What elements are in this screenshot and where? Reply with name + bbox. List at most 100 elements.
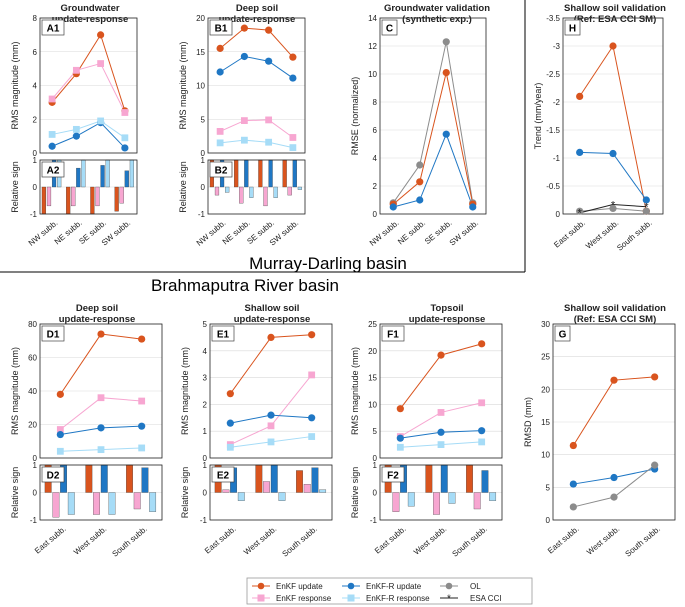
panel-f-sign-ytick-label: -1 [370,516,378,525]
panel-f-title-line: update-response [409,314,486,325]
panel-f-ytick-label: 15 [368,374,377,383]
panel-d-enkf_update-line [59,333,142,395]
panel-a-title-line: update-response [52,14,129,25]
panel-h-ytick-label: -0.5 [546,182,560,191]
panel-c-ytick-label: 6 [373,126,378,135]
panel-g-enkf_update-marker [651,373,659,381]
panel-d-sign-enkfr_response-bar [108,492,116,515]
panel-b-label-box [209,19,233,36]
panel-a-title-line: Groundwater [60,3,119,14]
panel-f-sign-enkf_response-bar [392,492,400,512]
panel-a-sign-enkf_response-bar [46,186,52,207]
panel-g-xtick-label: West subb. [585,524,621,557]
panel-h-ol-marker [642,207,650,215]
panel-f-enkfr_response-marker [478,438,486,446]
panel-e-sign-ylabel: Relative sign [180,467,190,519]
panel-b-sign-enkfr_response-bar [249,186,254,198]
panel-b-enkf_response-marker [240,117,248,124]
legend-item-esa-cci: * ESA CCI [440,594,502,605]
panel-c-enkfr_update-marker [469,203,477,211]
panel-a-enkfr_response-line [52,120,126,139]
panel-g-ytick-label: 20 [541,385,550,394]
panel-g-ytick-label: 10 [541,451,550,460]
panel-d-sign-label: D2 [47,471,60,482]
panel-e-xtick-label: East subb. [203,524,238,555]
panel-h-enkfr_update-marker [642,196,650,204]
panel-d-enkfr_response-marker [56,447,64,455]
panel-f-sign-enkfr_update-bar [481,470,489,493]
panel-d-label: D1 [47,330,60,341]
panel-b-ylabel: RMS magnitude (mm) [178,41,188,129]
basin-label-top: Murray-Darling basin [249,254,407,273]
panel-g-ytick-label: 0 [546,516,551,525]
panel-g-ytick-label: 30 [541,320,550,329]
panel-e-sign-enkf_response-bar [222,489,230,493]
panel-h-enkf_update-marker [609,42,617,50]
panel-a-enkf_response-line [51,62,126,113]
panel-d-enkfr_response-marker [97,446,105,454]
panel-b-xtick-label: NW subb. [195,218,228,247]
panel-d-xtick-label: West subb. [72,524,108,557]
panel-f-ytick-label: 25 [368,320,377,329]
panel-e-sign-panel: -1 0 1 Relative sign E2 [180,461,333,525]
panel-b-axes [207,17,306,154]
panel-f-sign-enkf_update-bar [425,464,433,493]
panel-g-enkf_update-line [572,376,655,446]
panel-c-label-box [381,19,398,36]
panel-a-ytick-label: 2 [33,115,38,124]
panel-f-enkf_update-marker [437,351,445,359]
panel-f-axes [379,323,503,459]
panel-c-xtick-label: NW subb. [368,218,401,247]
panel-b-sign-ylabel: Relative sign [178,161,188,213]
panel-a-label-box [41,19,65,36]
panel-c-enkf_update-marker [416,178,424,186]
panel-b-sign-enkfr_response-bar [297,186,302,190]
panel-h-ytick-label: 0 [556,210,561,219]
panel-e-enkf_update-marker [226,390,234,398]
panel-e-enkf_update-marker [308,331,316,339]
panel-c-ytick-label: 14 [368,14,377,23]
panel-g-ol-marker [651,461,659,469]
panel-e-title-line: update-response [234,314,311,325]
panel-d-sign-ylabel: Relative sign [10,467,20,519]
panel-e-ytick-label: 3 [203,374,208,383]
panel-f-sign-enkf_update-bar [466,464,473,493]
panel-f-ytick-label: 10 [368,400,377,409]
panel-f-ytick-label: 0 [373,454,378,463]
panel-g-axes [552,323,676,521]
panel-d-enkf_response-marker [97,394,105,402]
panel-a-ytick-label: 4 [33,82,38,91]
panel-c-enkfr_update-line [393,132,474,208]
panel-e-xtick-label: South subb. [281,524,319,558]
panel-c: Groundwater validation(synthetic exp.) 0 2… [350,3,490,248]
panel-d-enkf_response-marker [138,397,146,405]
panel-h-axes [562,17,664,215]
panel-d-sign-enkf_response-bar [93,492,100,515]
panel-b-sign-ytick-label: 1 [201,156,206,165]
panel-b-sign-enkfr_response-bar [273,186,278,198]
panel-b-enkf_update-marker [240,24,248,32]
panel-b-sign-enkfr_update-bar [244,159,249,188]
legend-item-enkfr-response: EnKF-R response [342,594,430,603]
panel-a-enkfr_update-marker [121,144,129,152]
panel-e-sign-ytick-label: -1 [200,516,208,525]
panel-d-enkfr_response-marker [138,444,146,452]
panel-b-sign-label: B2 [215,166,228,177]
panel-d-title-line: update-response [59,314,136,325]
panel-h-esa-marker: * [611,199,616,211]
legend-label-esa-cci: ESA CCI [470,594,502,603]
panel-e-enkf_update-line [229,334,312,394]
legend-item-enkfr-update: EnKF-R update [342,582,422,591]
panel-b-sign-enkf_response-bar [214,186,220,196]
panel-b-ytick-label: 0 [201,149,206,158]
panel-c-title-line: (synthetic exp.) [402,14,472,25]
panel-h-title-line: (Ref: ESA CCI SM) [574,14,657,25]
panel-e-enkfr_response-marker [267,438,275,446]
panel-b-enkfr_update-marker [289,74,297,82]
panel-e-enkfr_update-marker [226,419,234,427]
panel-b-enkf_update-line [219,27,294,58]
panel-f-ylabel: RMS magnitude (mm) [350,347,360,435]
panel-a-sign-enkf_response-bar [71,186,76,207]
